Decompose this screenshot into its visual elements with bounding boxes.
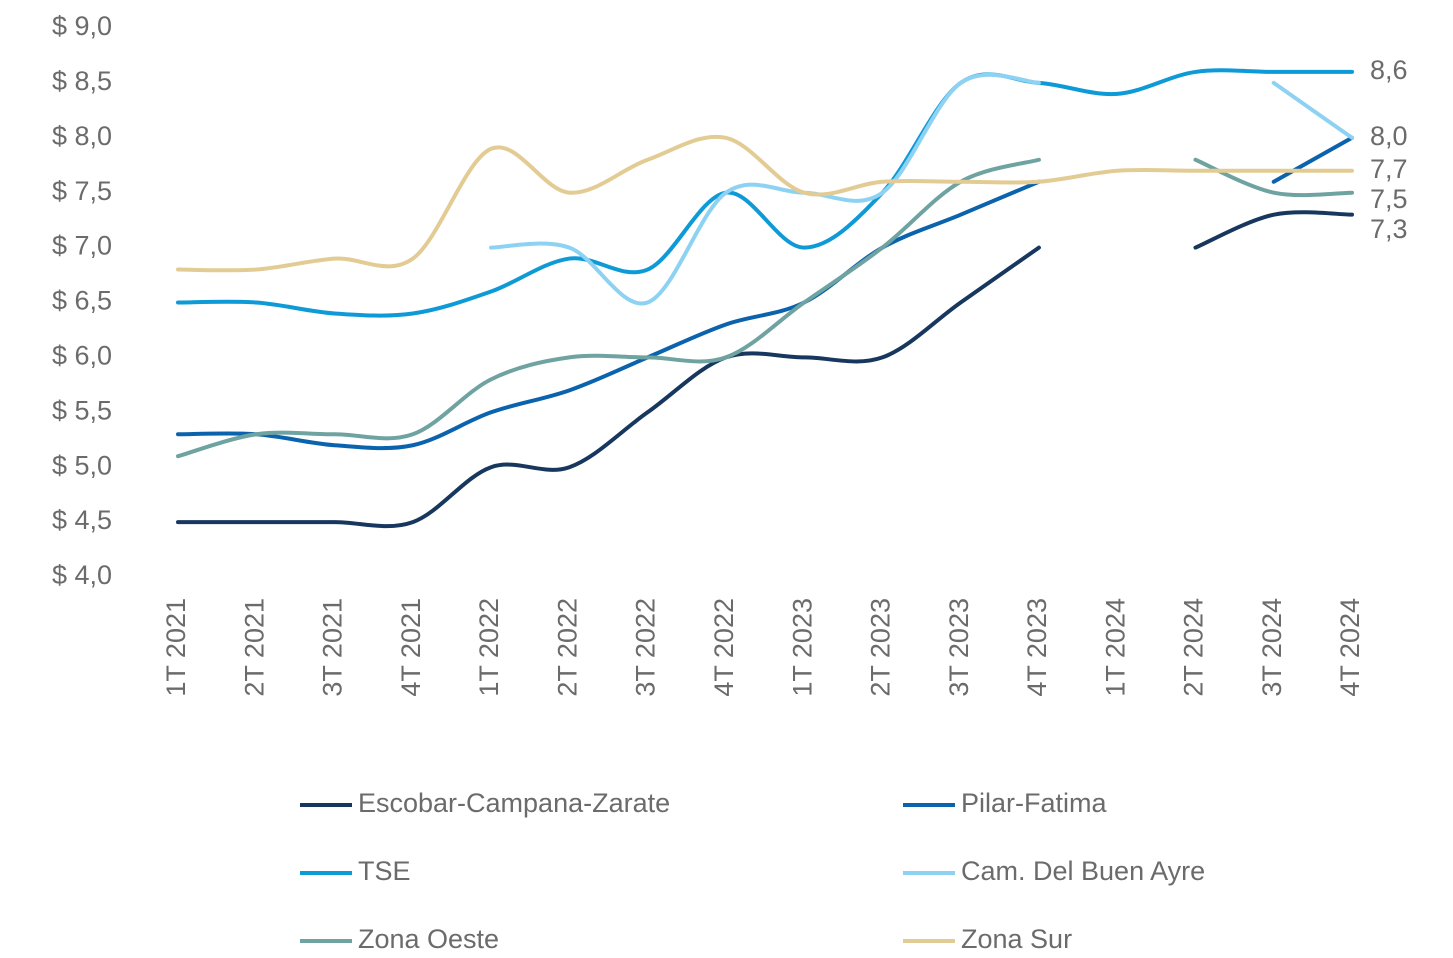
x-tick-label: 2T 2024: [1179, 598, 1209, 697]
legend-label: Zona Oeste: [358, 924, 499, 954]
legend-label: TSE: [358, 856, 411, 886]
y-tick-label: $ 8,5: [52, 66, 112, 96]
series-line: [176, 134, 1354, 273]
x-tick-label: 3T 2024: [1257, 598, 1287, 697]
series-line: [489, 72, 1041, 306]
x-tick-label: 1T 2024: [1100, 598, 1130, 697]
legend-label: Cam. Del Buen Ayre: [961, 856, 1205, 886]
x-tick-label: 4T 2021: [396, 598, 426, 697]
series-line: [1193, 210, 1354, 250]
x-tick-label: 2T 2021: [239, 598, 269, 697]
y-tick-label: $ 9,0: [52, 11, 112, 41]
legend-label: Zona Sur: [961, 924, 1072, 954]
x-tick-label: 4T 2023: [1022, 598, 1052, 697]
y-tick-label: $ 7,5: [52, 176, 112, 206]
y-tick-label: $ 8,0: [52, 121, 112, 151]
y-tick-label: $ 4,5: [52, 505, 112, 535]
x-tick-label: 1T 2022: [474, 598, 504, 697]
y-tick-label: $ 5,5: [52, 395, 112, 425]
series-line: [176, 245, 1041, 529]
x-tick-label: 3T 2021: [318, 598, 348, 697]
x-tick-label: 2T 2022: [552, 598, 582, 697]
series-line: [176, 157, 1041, 459]
end-label: 7,5: [1370, 184, 1408, 214]
y-tick-label: $ 6,0: [52, 341, 112, 371]
legend-label: Escobar-Campana-Zarate: [358, 788, 670, 818]
series-line: [1271, 135, 1354, 184]
y-tick-label: $ 6,5: [52, 286, 112, 316]
x-tick-label: 1T 2023: [787, 598, 817, 697]
x-tick-label: 1T 2021: [161, 598, 191, 697]
legend-label: Pilar-Fatima: [961, 788, 1108, 818]
series-line: [1271, 80, 1354, 140]
x-tick-label: 4T 2024: [1335, 598, 1365, 697]
y-tick-label: $ 4,0: [52, 560, 112, 590]
series-line: [176, 179, 1041, 451]
end-label: 7,3: [1370, 214, 1408, 244]
end-label: 7,7: [1370, 154, 1408, 184]
y-tick-label: $ 7,0: [52, 231, 112, 261]
x-tick-label: 2T 2023: [866, 598, 896, 697]
end-label: 8,6: [1370, 55, 1408, 85]
x-tick-label: 4T 2022: [709, 598, 739, 697]
x-tick-label: 3T 2023: [944, 598, 974, 697]
series-line: [1193, 157, 1354, 198]
y-tick-label: $ 5,0: [52, 450, 112, 480]
series-line: [176, 68, 1354, 318]
x-tick-label: 3T 2022: [631, 598, 661, 697]
end-label: 8,0: [1370, 121, 1408, 151]
